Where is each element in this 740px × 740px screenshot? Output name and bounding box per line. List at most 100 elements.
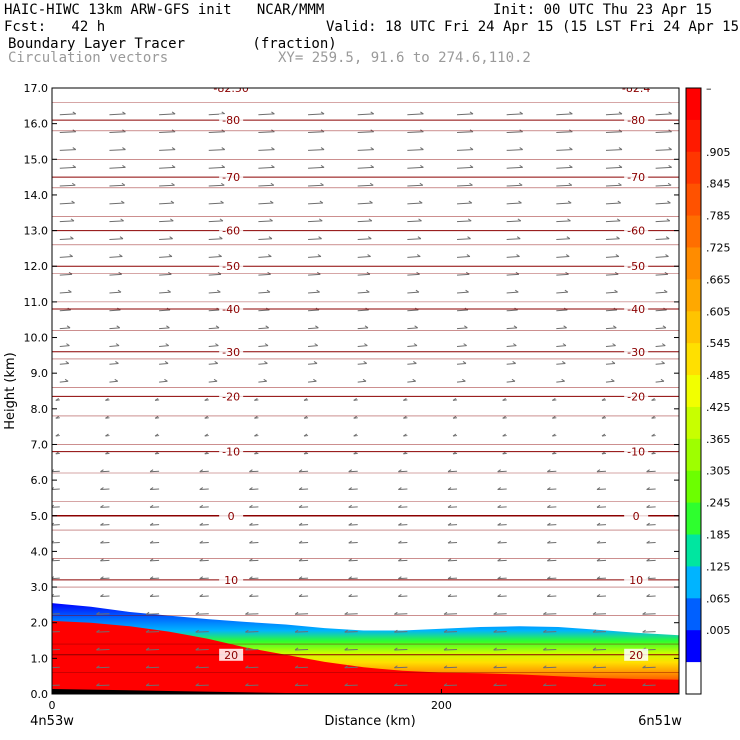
vector-arrow: [556, 220, 571, 223]
vector-arrow-head: [547, 504, 551, 508]
vector-arrow-head: [313, 378, 317, 382]
vector-arrow-head: [120, 218, 124, 222]
vector-arrow-head: [552, 433, 556, 437]
vector-arrow: [159, 202, 174, 205]
vector-arrow: [100, 595, 110, 597]
vector-arrow-head: [592, 611, 597, 615]
vector-arrow-head: [218, 236, 223, 240]
vector-arrow: [506, 380, 516, 383]
vector-arrow-head: [651, 451, 655, 455]
vector-arrow-head: [596, 504, 601, 508]
vector-arrow-head: [100, 469, 104, 473]
vector-arrow: [407, 291, 419, 294]
vector-arrow: [308, 220, 323, 223]
vector-arrow-head: [420, 147, 424, 150]
vector-arrow-head: [502, 415, 506, 419]
contour-label-bg: [624, 648, 649, 661]
vector-arrow: [407, 131, 424, 134]
vector-arrow: [258, 149, 275, 151]
vector-arrow: [258, 202, 274, 205]
vector-arrow-head: [245, 611, 249, 615]
vector-arrow-head: [353, 433, 357, 437]
vector-arrow: [308, 113, 325, 116]
colorbar-swatch: [686, 279, 701, 312]
vector-arrow-head: [68, 289, 72, 293]
vector-arrow-head: [420, 111, 424, 115]
vector-arrow: [543, 684, 557, 687]
vector-arrow: [109, 184, 125, 187]
vector-arrow: [357, 131, 374, 134]
vector-arrow: [208, 202, 224, 205]
vector-arrow-head: [269, 200, 274, 204]
vector-arrow: [605, 202, 621, 205]
vector-arrow: [493, 666, 507, 669]
colorbar-swatch: [686, 183, 701, 217]
vector-arrow-head: [443, 683, 448, 687]
vector-arrow-head: [367, 236, 372, 240]
vector-arrow: [96, 666, 110, 669]
vector-arrow-head: [254, 451, 258, 455]
vector-arrow-head: [567, 218, 571, 222]
vector-arrow: [592, 684, 606, 687]
vector-arrow-head: [398, 487, 402, 490]
vector-arrow: [506, 184, 523, 187]
contour-label: 10: [629, 574, 643, 587]
vector-arrow-head: [344, 647, 348, 651]
colorbar-swatch: [686, 375, 701, 408]
vector-arrow-head: [370, 164, 374, 168]
vector-arrow: [447, 559, 458, 562]
vector-arrow-head: [249, 540, 253, 544]
vector-arrow-head: [667, 200, 671, 204]
vector-arrow-head: [616, 236, 620, 240]
vector-arrow: [596, 595, 607, 597]
vector-arrow-head: [493, 683, 497, 687]
vector-arrow: [357, 362, 367, 365]
vector-arrow-head: [596, 540, 601, 544]
vector-arrow: [208, 149, 225, 151]
vector-arrow-head: [298, 522, 303, 526]
vector-arrow-head: [519, 147, 523, 150]
vector-arrow-head: [364, 343, 368, 347]
vector-arrow-head: [447, 558, 452, 562]
vector-arrow-head: [646, 594, 650, 597]
vector-arrow-head: [105, 397, 109, 401]
vector-arrow-head: [420, 164, 424, 168]
vector-arrow-head: [298, 594, 303, 597]
vector-arrow: [497, 595, 507, 597]
colorbar-swatch: [686, 88, 701, 121]
vector-arrow: [59, 362, 69, 365]
vector-arrow: [299, 595, 309, 597]
vector-arrow: [556, 309, 568, 312]
y-tick-label: 13.0: [24, 225, 49, 238]
vector-arrow-head: [513, 325, 518, 329]
vector-arrow-head: [612, 325, 617, 329]
vector-arrow: [59, 345, 70, 347]
vector-arrow-head: [596, 594, 601, 597]
vector-arrow: [308, 256, 321, 258]
vector-arrow-head: [294, 611, 299, 615]
vector-arrow: [642, 666, 656, 669]
vector-arrow-head: [642, 665, 646, 669]
vector-arrow-head: [348, 522, 352, 526]
vector-arrow-head: [114, 378, 119, 382]
vector-arrow: [443, 613, 458, 615]
vector-arrow: [556, 166, 573, 169]
vector-arrow-head: [154, 451, 159, 455]
vector-arrow-head: [651, 433, 655, 437]
vector-arrow: [195, 684, 209, 687]
vector-arrow: [646, 470, 656, 473]
vector-arrow-head: [344, 611, 348, 615]
y-tick-label: 16.0: [24, 118, 49, 131]
header-xy-range: XY= 259.5, 91.6 to 274.6,110.2: [278, 50, 531, 66]
contour-label-bg: [219, 648, 244, 661]
vector-arrow: [605, 345, 616, 347]
vector-arrow: [655, 362, 665, 365]
vector-arrow-head: [417, 236, 422, 240]
vector-arrow: [592, 648, 606, 651]
vector-arrow: [308, 362, 318, 365]
contour-label-bg: [624, 303, 649, 316]
vector-arrow-head: [517, 218, 522, 222]
vector-arrow-head: [121, 182, 126, 186]
vector-arrow: [596, 470, 607, 473]
vector-arrow-head: [612, 343, 616, 347]
